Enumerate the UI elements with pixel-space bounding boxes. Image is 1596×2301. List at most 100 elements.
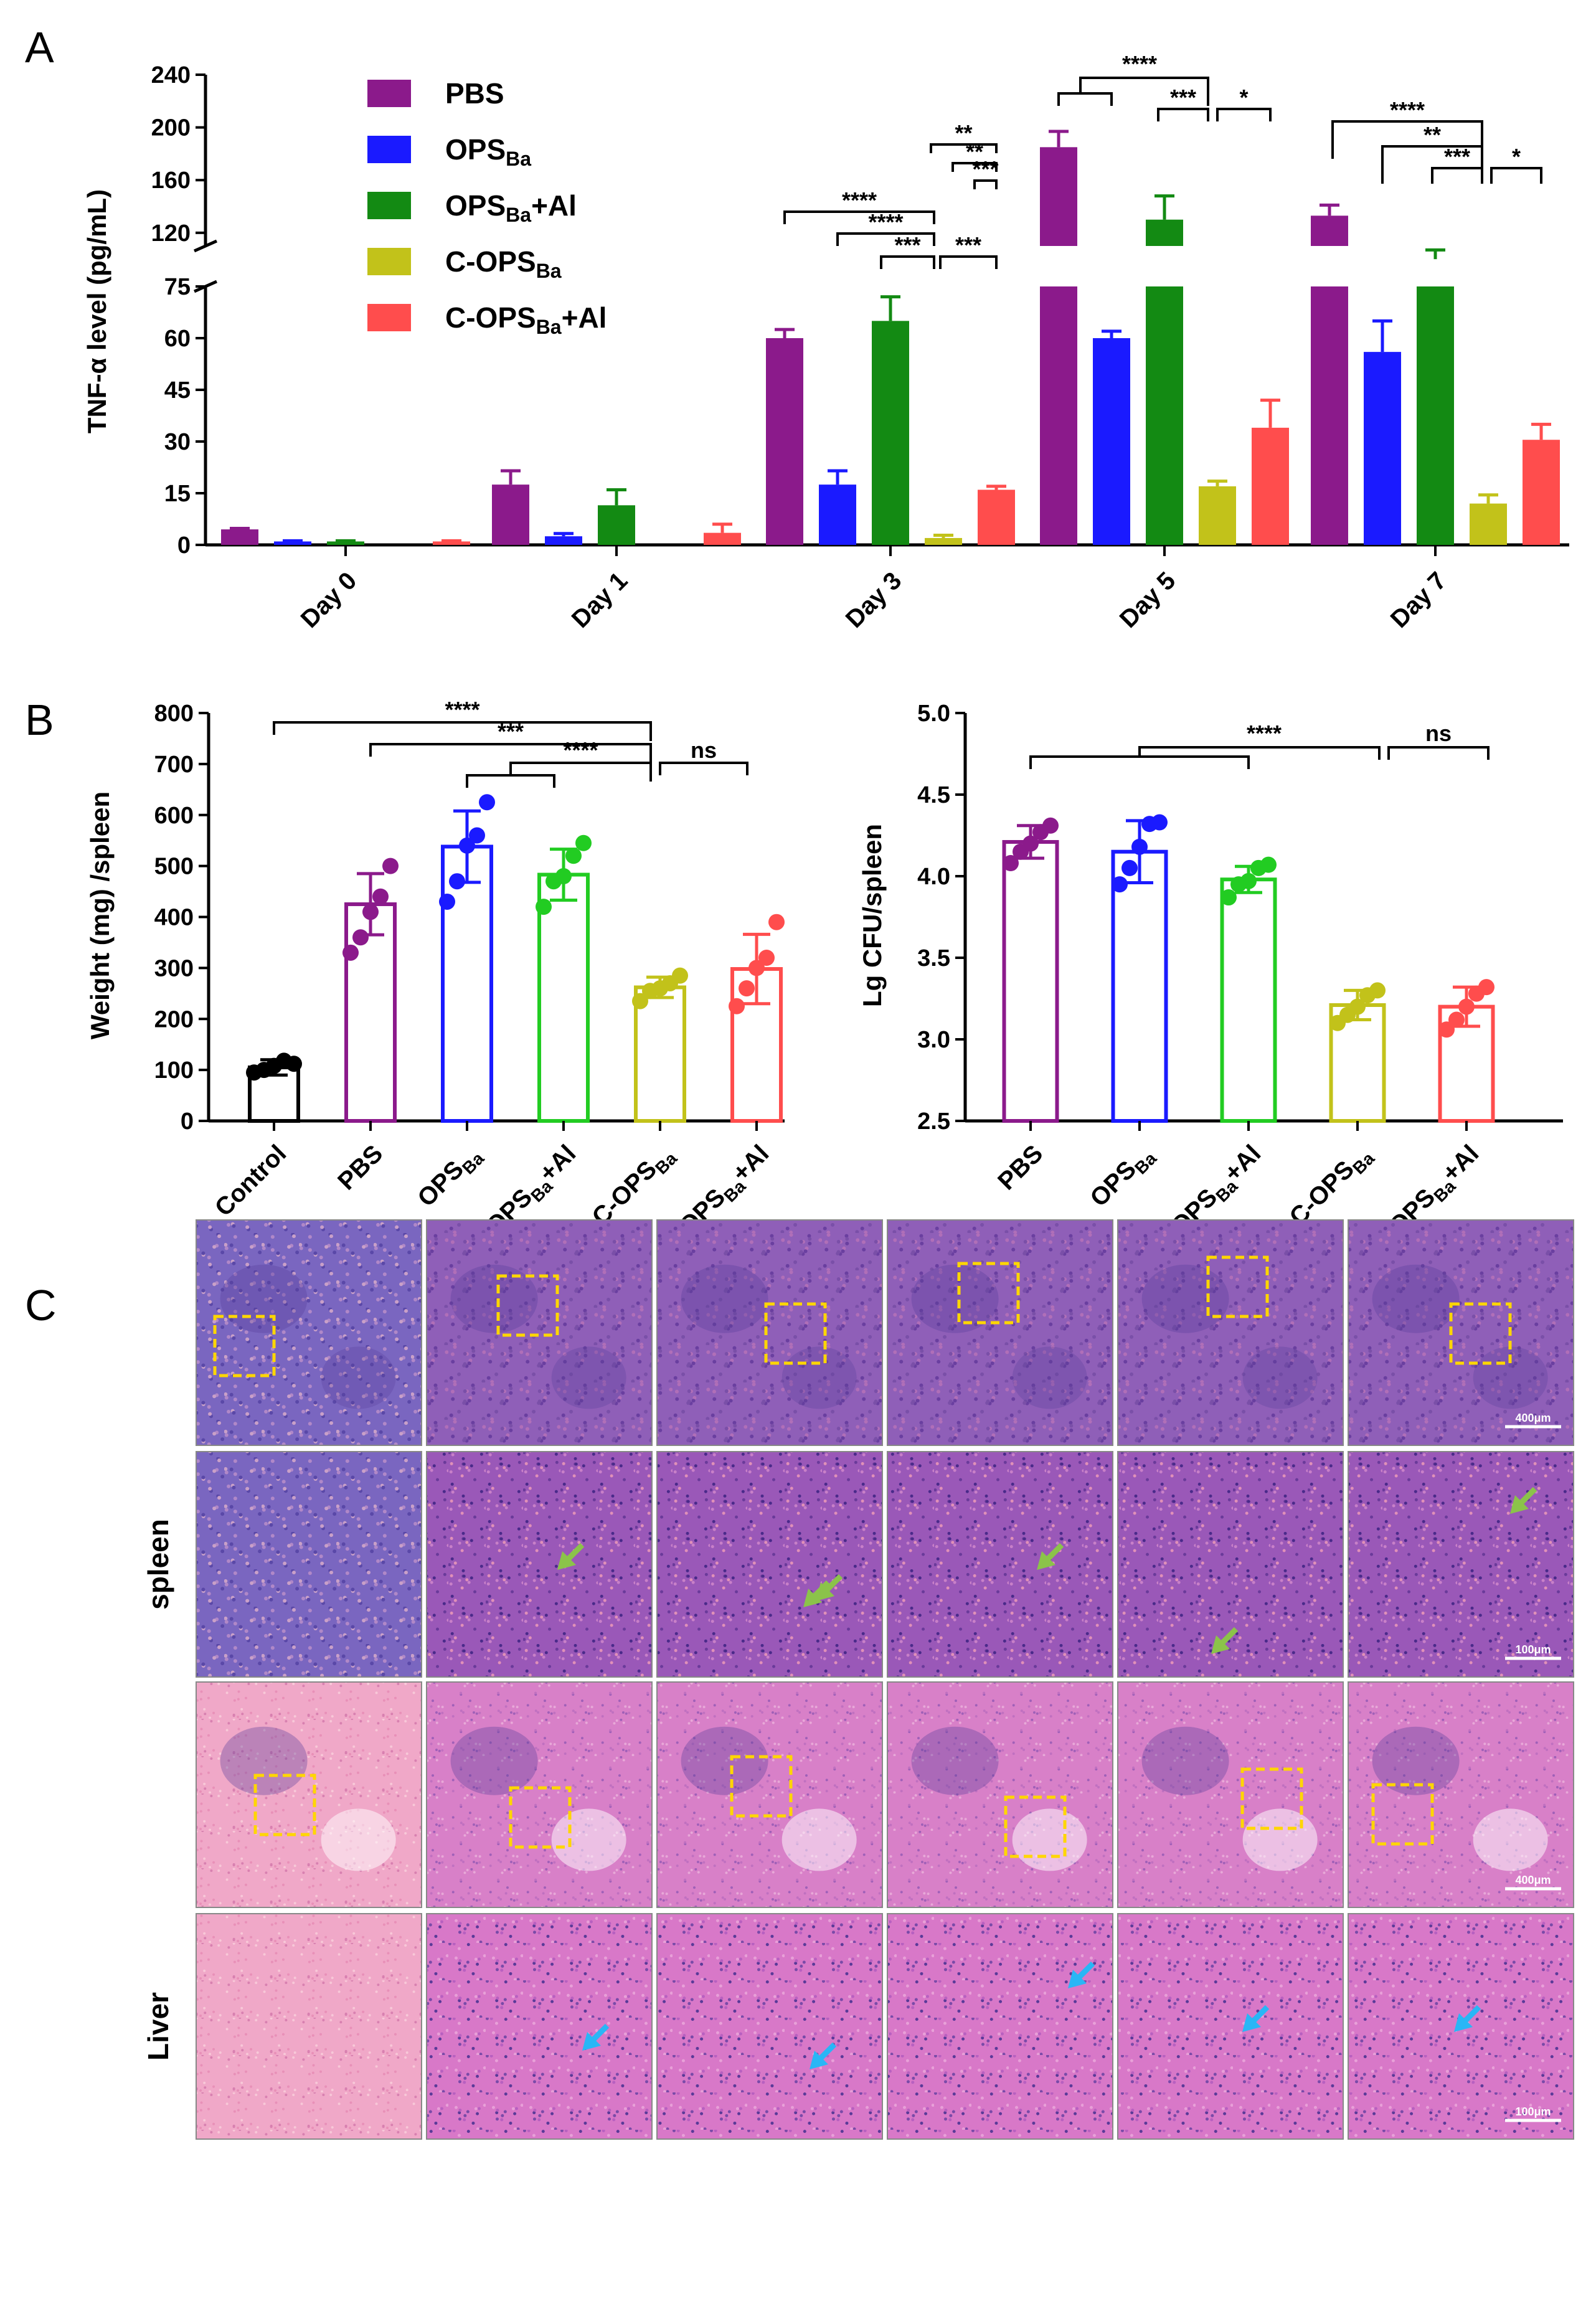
image-border (196, 1451, 422, 1678)
sig-bracket (1431, 167, 1483, 184)
arrow-head (1454, 2013, 1473, 2032)
y-tick-label: 3.0 (917, 1027, 950, 1053)
image-border (1348, 1681, 1574, 1908)
data-point (672, 967, 688, 984)
tissue-region (1372, 1726, 1460, 1795)
sig-bracket (1387, 746, 1490, 760)
data-point (1022, 835, 1039, 852)
tissue-region (321, 1346, 396, 1409)
y-tick-label: 300 (154, 955, 194, 981)
data-point (739, 980, 755, 997)
image-border (656, 1681, 883, 1908)
data-point (1240, 872, 1257, 889)
y-tick-label: 800 (154, 701, 194, 727)
row-label-liver: Liver (142, 1992, 174, 2061)
sig-bracket (930, 143, 998, 153)
sig-bracket (1138, 746, 1381, 760)
bar (872, 321, 909, 545)
roi-box (1240, 1767, 1303, 1830)
sig-label: **** (1390, 97, 1425, 123)
sig-bracket (1216, 108, 1272, 121)
sig-label: * (1239, 85, 1248, 110)
x-tick-label: PBS (993, 1140, 1048, 1195)
image-border (1117, 1913, 1344, 2140)
y-tick-label: 500 (154, 854, 194, 880)
legend-label: PBS (445, 77, 504, 110)
roi-box (957, 1262, 1020, 1325)
histology-image-liver-high-mag (887, 1914, 1113, 2139)
data-point (1438, 1021, 1455, 1038)
image-border (196, 1913, 422, 2140)
bar (441, 844, 493, 1123)
tissue-region (681, 1264, 768, 1333)
histology-image-liver-high-mag (1118, 1914, 1343, 2139)
tissue-region (450, 1726, 538, 1795)
x-tick-label: Day 7 (1386, 567, 1452, 633)
histology-image-liver-low-mag (1118, 1682, 1343, 1907)
y-tick-label: 30 (164, 429, 191, 455)
histology-image-liver-high-mag (657, 1914, 882, 2139)
scale-bar-label: 400μm (1515, 1874, 1551, 1886)
tissue-region (551, 1808, 626, 1871)
sig-bracket (973, 179, 998, 189)
image-border (1117, 1451, 1344, 1678)
legend-swatch (367, 248, 411, 275)
roi-box (1449, 1302, 1512, 1365)
tissue-region (781, 1346, 857, 1409)
y-tick-label: 2.5 (917, 1108, 950, 1135)
sig-bracket (1381, 145, 1483, 184)
histology-image-liver-low-mag (196, 1682, 422, 1907)
sig-label: ** (955, 120, 972, 146)
histology-image-liver-high-mag (196, 1914, 422, 2139)
histology-image-spleen-low-mag (887, 1220, 1113, 1445)
histology-image-liver-low-mag (1348, 1682, 1574, 1907)
image-border (1117, 1681, 1344, 1908)
data-point (459, 837, 475, 854)
sig-label: *** (1444, 144, 1470, 169)
histology-image-spleen-low-mag (1348, 1220, 1574, 1445)
sig-label: *** (1170, 85, 1196, 110)
y-tick-label: 3.5 (917, 945, 950, 971)
data-point (1151, 814, 1168, 831)
x-tick-label: PBS (333, 1140, 388, 1195)
image-border (196, 1681, 422, 1908)
data-point (342, 944, 359, 961)
roi-box (496, 1274, 559, 1337)
data-point (758, 950, 775, 966)
sig-label: **** (445, 697, 479, 722)
tissue-region (220, 1264, 308, 1333)
bar (819, 484, 856, 545)
histology-image-spleen-high-mag (1118, 1452, 1343, 1677)
y-tick-label: 0 (181, 1108, 194, 1135)
image-border (656, 1451, 883, 1678)
image-border (1117, 1219, 1344, 1446)
sig-label: *** (972, 156, 998, 182)
histology-image-spleen-low-mag (657, 1220, 882, 1445)
y-tick-label: 100 (154, 1057, 194, 1084)
image-border (887, 1219, 1113, 1446)
arrow-head (803, 1589, 822, 1607)
arrow-head (1211, 1635, 1230, 1654)
sig-label: **** (1247, 721, 1282, 746)
y-tick-label: 200 (151, 115, 191, 141)
image-border (887, 1451, 1113, 1678)
image-border (196, 1219, 422, 1446)
data-point (352, 929, 369, 946)
roi-box (253, 1774, 316, 1836)
sig-label: **** (563, 737, 598, 763)
y-tick-label: 45 (164, 377, 191, 404)
data-point (469, 827, 485, 844)
bar (433, 541, 470, 545)
sig-bracket (836, 232, 935, 246)
y-tick-label: 400 (154, 905, 194, 931)
arrow-head (1068, 1970, 1087, 1988)
x-tick-label: Day 3 (841, 567, 907, 633)
bar (1040, 286, 1077, 545)
image-border (1348, 1451, 1574, 1678)
y-tick-label: 700 (154, 752, 194, 778)
legend-label: C-OPSBa+Al (445, 301, 607, 338)
legend-label: C-OPSBa (445, 245, 562, 282)
data-point (1260, 856, 1277, 873)
